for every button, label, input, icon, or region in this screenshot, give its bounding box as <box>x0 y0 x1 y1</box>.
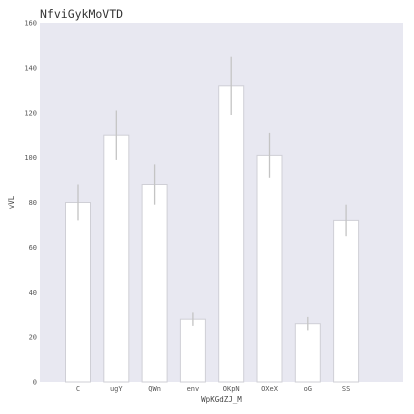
y-tick-label: 100 <box>24 154 37 162</box>
y-tick-label: 120 <box>24 109 37 117</box>
x-tick-label: SS <box>342 385 350 393</box>
bar-OXeX <box>256 154 283 383</box>
x-tick-label: ugY <box>110 385 123 393</box>
bar-ugY <box>103 134 130 383</box>
y-tick-label: 0 <box>33 379 37 387</box>
y-axis-ticks: 0 20 40 60 80 100 120 140 160 <box>24 20 37 387</box>
bars-layer <box>65 85 360 383</box>
y-axis-label: vVL <box>7 195 16 209</box>
y-tick-label: 20 <box>29 334 37 342</box>
y-tick-label: 60 <box>29 244 37 252</box>
y-tick-label: 140 <box>24 64 37 72</box>
x-tick-label: C <box>76 385 80 393</box>
bar-oG <box>294 323 321 383</box>
y-tick-label: 160 <box>24 20 37 28</box>
bar-env <box>179 318 206 383</box>
y-tick-label: 40 <box>29 289 37 297</box>
bar-SS <box>333 219 360 383</box>
x-tick-label: oG <box>304 385 312 393</box>
x-tick-label: OXeX <box>261 385 279 393</box>
bar-QWn <box>141 184 168 383</box>
bar-C <box>65 202 91 383</box>
error-bars-layer <box>77 56 347 331</box>
x-tick-label: env <box>187 385 200 393</box>
y-tick-label: 80 <box>29 199 37 207</box>
chart-title: NfviGykMoVTD <box>40 7 123 21</box>
x-axis-label: WpKGdZJ_M <box>201 395 242 404</box>
x-tick-label: QWn <box>148 385 161 393</box>
bar-OKpN <box>218 85 245 383</box>
x-tick-label: OKpN <box>223 385 240 393</box>
